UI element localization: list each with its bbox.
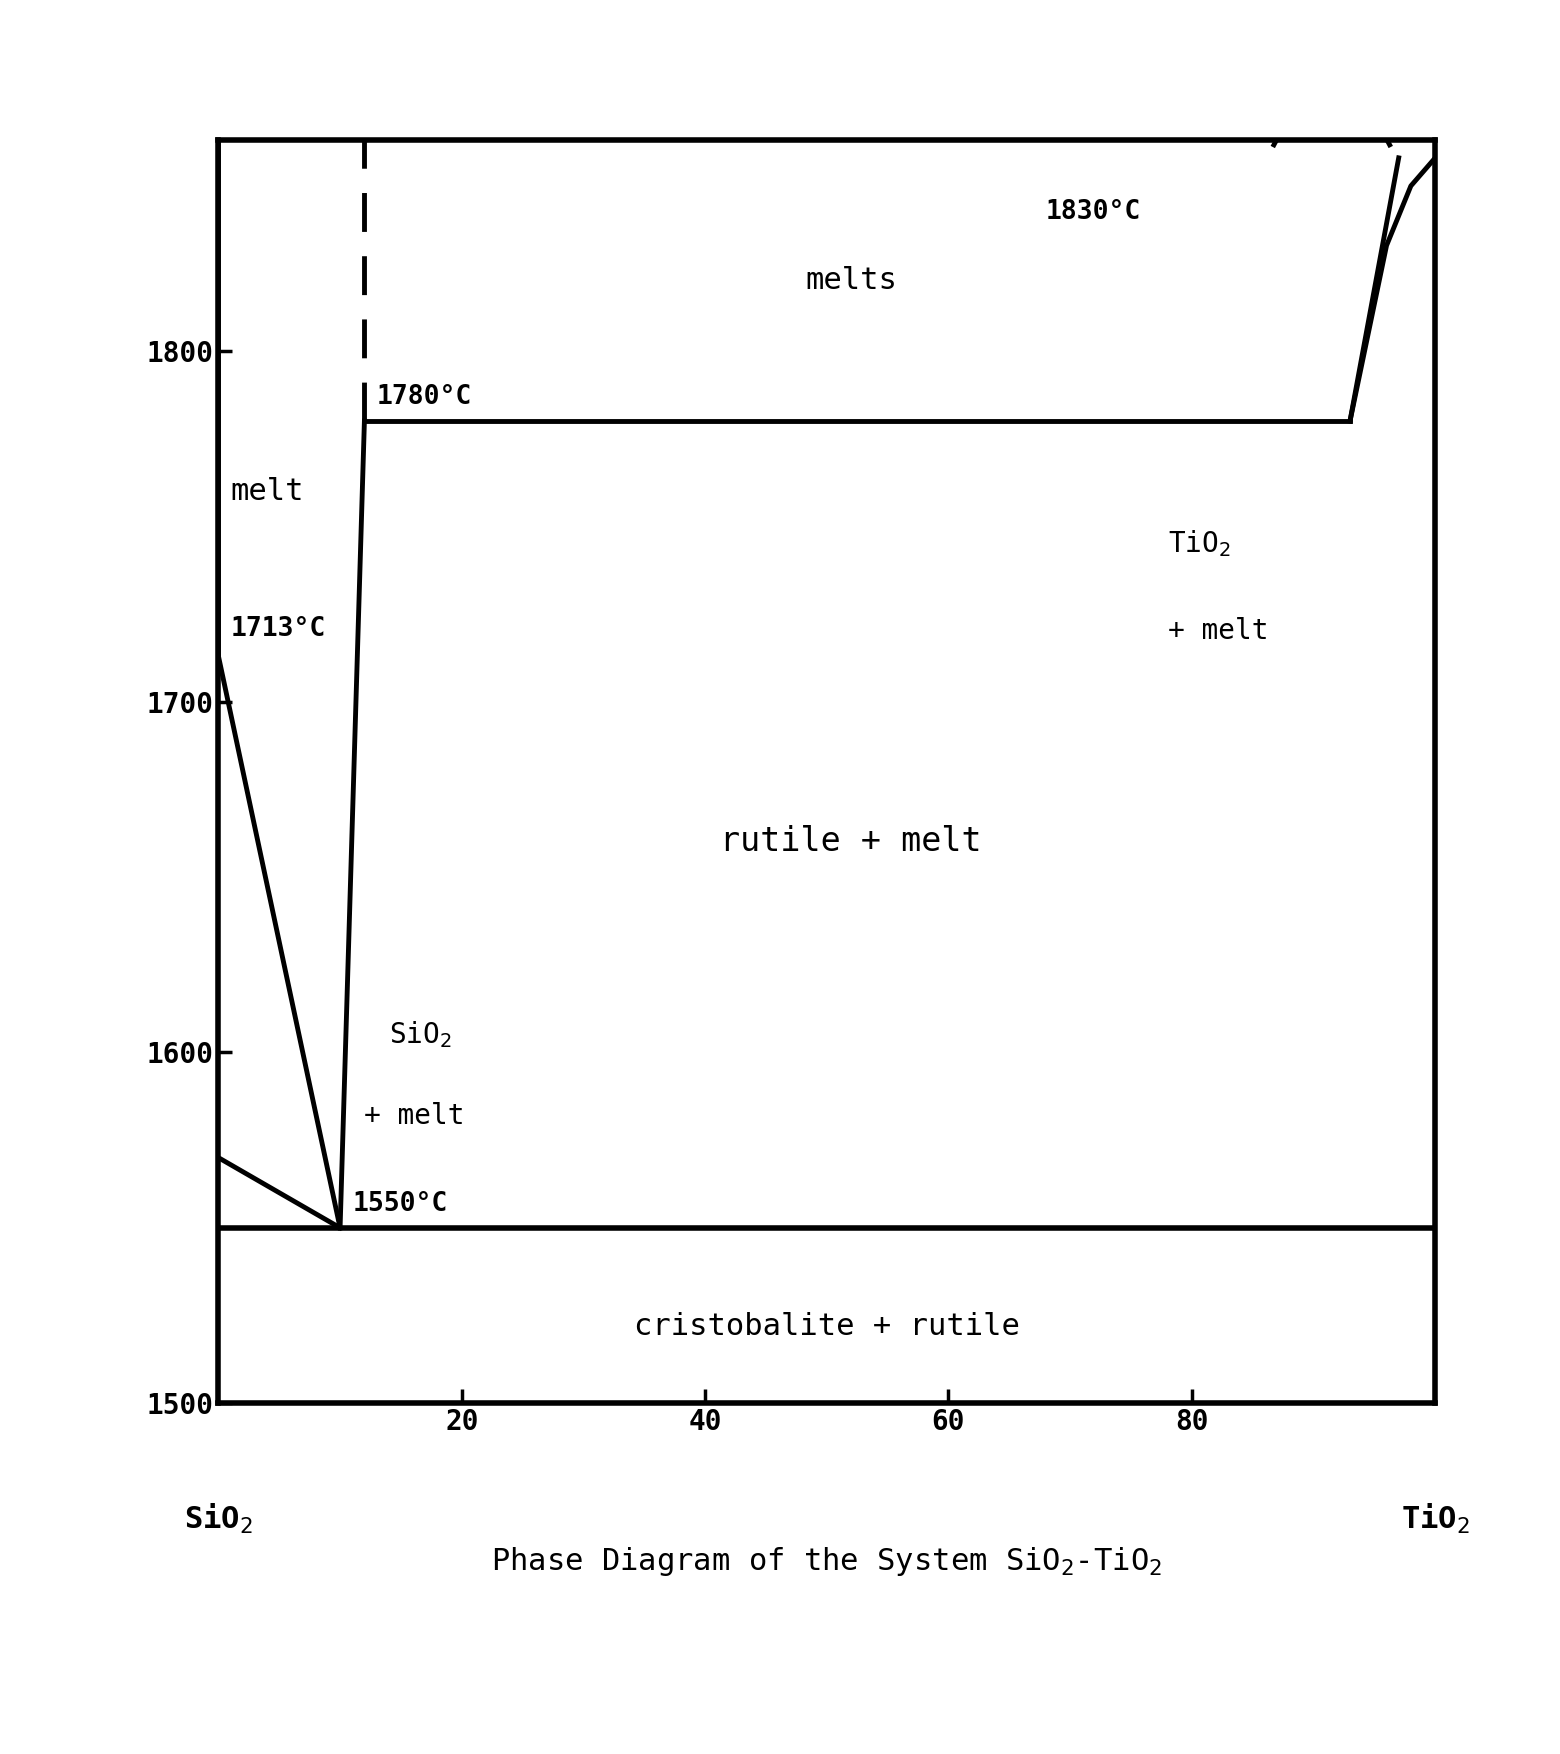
Text: 1830°C: 1830°C — [1045, 198, 1140, 225]
Text: + melt: + melt — [1167, 617, 1268, 645]
Text: + melt: + melt — [365, 1102, 465, 1130]
Text: rutile + melt: rutile + melt — [721, 826, 981, 858]
Text: 1780°C: 1780°C — [376, 384, 471, 410]
Text: SiO$_2$: SiO$_2$ — [184, 1501, 253, 1535]
Text: cristobalite + rutile: cristobalite + rutile — [633, 1312, 1020, 1340]
Text: SiO$_2$: SiO$_2$ — [388, 1019, 451, 1051]
Text: TiO$_2$: TiO$_2$ — [1401, 1501, 1470, 1535]
Text: 1713°C: 1713°C — [231, 616, 326, 642]
Text: melts: melts — [805, 267, 897, 295]
Text: TiO$_2$: TiO$_2$ — [1167, 528, 1231, 560]
Text: Phase Diagram of the System SiO$_2$-TiO$_2$: Phase Diagram of the System SiO$_2$-TiO$… — [491, 1545, 1162, 1577]
Text: melt: melt — [231, 477, 304, 505]
Text: 1550°C: 1550°C — [353, 1191, 448, 1217]
